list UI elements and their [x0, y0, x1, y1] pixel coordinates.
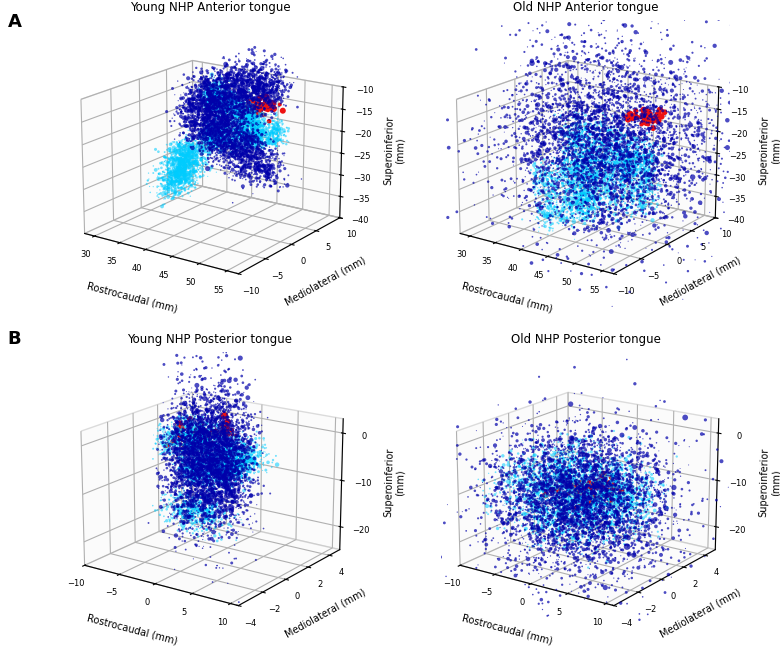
X-axis label: Rostrocaudal (mm): Rostrocaudal (mm) — [86, 613, 179, 646]
Text: B: B — [8, 330, 21, 348]
X-axis label: Rostrocaudal (mm): Rostrocaudal (mm) — [86, 281, 179, 315]
Title: Young NHP Anterior tongue: Young NHP Anterior tongue — [129, 1, 290, 15]
Y-axis label: Mediolateral (mm): Mediolateral (mm) — [283, 587, 367, 640]
Text: A: A — [8, 13, 22, 31]
Title: Old NHP Posterior tongue: Old NHP Posterior tongue — [511, 333, 661, 346]
Title: Old NHP Anterior tongue: Old NHP Anterior tongue — [512, 1, 658, 15]
Y-axis label: Mediolateral (mm): Mediolateral (mm) — [283, 255, 367, 308]
Title: Young NHP Posterior tongue: Young NHP Posterior tongue — [127, 333, 292, 346]
X-axis label: Rostrocaudal (mm): Rostrocaudal (mm) — [461, 281, 554, 315]
X-axis label: Rostrocaudal (mm): Rostrocaudal (mm) — [461, 613, 554, 646]
Y-axis label: Mediolateral (mm): Mediolateral (mm) — [659, 255, 743, 308]
Y-axis label: Mediolateral (mm): Mediolateral (mm) — [659, 587, 743, 640]
